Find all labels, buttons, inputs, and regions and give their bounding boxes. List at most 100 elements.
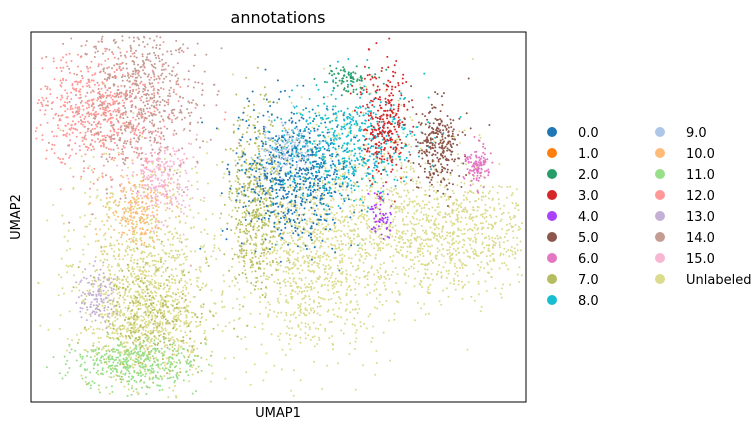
data-point [185,258,188,261]
data-point [257,225,260,228]
data-point [324,327,327,330]
data-point [153,204,156,207]
data-point [507,268,510,271]
data-point [243,147,246,150]
data-point [233,319,236,322]
data-point [153,87,156,90]
data-point [125,280,128,283]
data-point [303,231,306,234]
data-point [64,124,67,127]
data-point [384,277,387,280]
data-point [109,130,112,132]
data-point [392,220,395,223]
data-point [140,344,143,347]
data-point [137,128,140,131]
data-point [350,191,353,194]
data-point [168,281,171,284]
data-point [276,169,279,172]
data-point [421,242,423,245]
data-point [264,190,267,192]
data-point [279,286,282,289]
data-point [460,181,463,184]
data-point [240,248,243,250]
data-point [481,191,484,194]
data-point [213,244,216,247]
data-point [131,254,134,256]
data-point [133,316,136,319]
data-point [128,355,131,358]
data-point [185,319,188,322]
data-point [470,247,473,250]
data-point [163,312,166,315]
data-point [132,236,135,239]
data-point [420,238,423,241]
data-point [457,242,460,245]
data-point [403,200,406,203]
data-point [115,131,118,134]
data-point [378,242,381,245]
data-point [506,239,509,242]
data-point [121,243,124,246]
data-point [313,228,316,231]
data-point [451,242,454,245]
data-point [416,209,419,212]
data-point [442,289,444,292]
data-point [132,116,135,119]
data-point [72,188,75,190]
data-point [86,120,89,123]
data-point [511,253,514,256]
data-point [363,208,366,211]
data-point [146,261,149,264]
data-point [92,109,94,112]
data-point [360,238,363,240]
data-point [447,272,450,275]
data-point [242,249,245,252]
data-point [153,306,156,309]
data-point [277,262,280,265]
data-point [428,245,431,248]
data-point [149,245,152,248]
data-point [424,189,427,192]
data-point [144,300,147,303]
data-point [83,137,85,140]
data-point [84,44,87,47]
data-point [424,239,427,241]
data-point [381,223,384,226]
data-point [435,238,438,240]
data-point [92,285,95,288]
data-point [387,243,390,246]
data-point [218,217,221,220]
data-point [354,269,357,272]
cluster-7-0 [72,219,215,389]
data-point [396,192,399,195]
data-point [199,266,202,269]
data-point [296,292,299,295]
data-point [130,315,133,318]
data-point [97,176,100,179]
data-point [294,263,297,266]
data-point [337,280,340,283]
data-point [97,337,100,340]
data-point [96,188,99,191]
data-point [481,222,484,225]
data-point [197,276,200,279]
data-point [375,224,378,226]
data-point [405,182,408,185]
data-point [383,153,386,155]
data-point [211,350,214,353]
data-point [82,170,85,173]
data-point [177,249,180,252]
data-point [64,110,67,113]
data-point [258,177,261,180]
data-point [60,161,63,164]
data-point [323,283,326,286]
data-point [421,200,424,203]
data-point [152,101,155,104]
data-point [334,245,337,248]
data-point [502,211,505,214]
data-point [76,129,79,131]
data-point [444,237,447,240]
data-point [328,321,331,324]
data-point [121,328,124,331]
data-point [420,263,423,266]
